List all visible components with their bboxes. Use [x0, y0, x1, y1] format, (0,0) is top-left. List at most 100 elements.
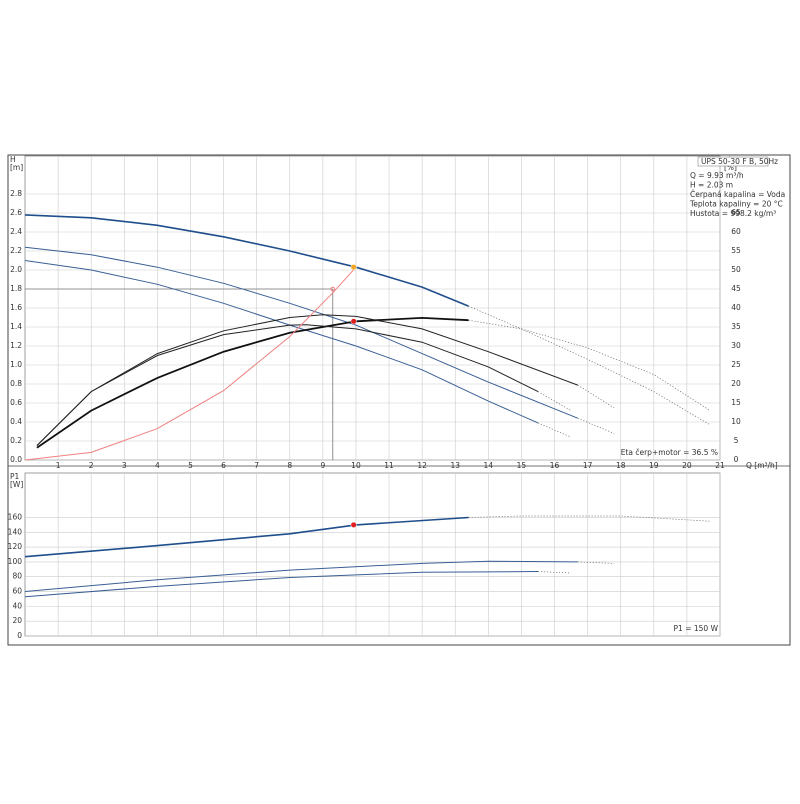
curve — [24, 260, 539, 424]
x-axis-label: Q [m³/h] — [746, 461, 778, 470]
y-tick-label: 2.4 — [10, 227, 22, 236]
note: Eta čerp+motor = 36.5 % — [621, 448, 718, 457]
curve — [468, 319, 711, 411]
y2-tick-label: 65 — [731, 208, 741, 217]
y2-tick-label: 30 — [731, 341, 741, 350]
guide-point — [330, 286, 336, 292]
y-tick-label: 2.8 — [10, 189, 22, 198]
info-text: Hustota = 998.2 kg/m³ — [690, 209, 776, 218]
curve — [24, 560, 578, 592]
y2-tick-label: 45 — [731, 284, 741, 293]
curve — [24, 214, 469, 307]
y-tick-label: 2.0 — [10, 265, 22, 274]
curve — [24, 516, 469, 558]
frame — [7, 154, 791, 646]
curve — [36, 316, 469, 449]
curve — [24, 571, 539, 598]
x-tick-label: 15 — [517, 461, 527, 470]
y-tick-label: 40 — [12, 601, 22, 610]
y-tick-label: 60 — [12, 587, 22, 596]
curve — [537, 571, 572, 574]
x-tick-label: 5 — [188, 461, 193, 470]
y-tick-label: 1.4 — [10, 322, 22, 331]
y-tick-label: 1.6 — [10, 303, 22, 312]
info-text: Čerpaná kapalina = Voda — [690, 190, 785, 199]
operating-point — [350, 521, 357, 528]
y2-tick-label: 35 — [731, 322, 741, 331]
curve — [577, 561, 615, 564]
x-tick-label: 19 — [649, 461, 659, 470]
curve — [24, 266, 357, 461]
y-tick-label: 0.8 — [10, 379, 22, 388]
x-tick-label: 2 — [89, 461, 94, 470]
x-tick-label: 7 — [254, 461, 259, 470]
y-tick-label: 2.6 — [10, 208, 22, 217]
y-axis-label: H — [10, 155, 16, 164]
y-axis-label: [W] — [10, 480, 23, 489]
y2-tick-label: 15 — [731, 398, 741, 407]
y-tick-label: 1.0 — [10, 360, 22, 369]
curve — [577, 384, 615, 409]
x-tick-label: 21 — [715, 461, 725, 470]
y-axis-label: P1 — [10, 472, 20, 481]
operating-point — [350, 264, 357, 271]
x-tick-label: 17 — [583, 461, 593, 470]
y2-tick-label: 25 — [731, 360, 741, 369]
info-text: Q = 9.93 m³/h — [690, 171, 744, 180]
y-tick-label: 2.2 — [10, 246, 22, 255]
x-tick-label: 20 — [682, 461, 692, 470]
curve — [24, 246, 578, 419]
y2-tick-label: 55 — [731, 246, 741, 255]
x-tick-label: 16 — [550, 461, 560, 470]
x-tick-label: 3 — [122, 461, 127, 470]
y-tick-label: 20 — [12, 616, 22, 625]
curve — [468, 305, 711, 426]
y-tick-label: 1.2 — [10, 341, 22, 350]
y2-tick-label: 10 — [731, 417, 741, 426]
y-tick-label: 140 — [8, 527, 23, 536]
y-tick-label: 0.6 — [10, 398, 22, 407]
curve — [537, 391, 572, 411]
y-tick-label: 1.8 — [10, 284, 22, 293]
x-tick-label: 1 — [56, 461, 61, 470]
curve — [36, 314, 578, 446]
x-tick-label: 12 — [417, 461, 427, 470]
y2-tick-label: 5 — [734, 436, 739, 445]
y-tick-label: 120 — [8, 542, 23, 551]
x-tick-label: 18 — [616, 461, 626, 470]
info-text: UPS 50-30 F B, 50Hz — [701, 157, 778, 166]
info-text: H = 2.03 m — [690, 181, 733, 190]
y2-tick-label: 0 — [734, 455, 739, 464]
y-tick-label: 0 — [17, 631, 22, 640]
plot-area — [24, 472, 721, 637]
x-tick-label: 8 — [287, 461, 292, 470]
x-tick-label: 4 — [155, 461, 160, 470]
y2-tick-label: 20 — [731, 379, 741, 388]
note: P1 = 150 W — [674, 624, 719, 633]
x-tick-label: 11 — [384, 461, 394, 470]
x-tick-label: 6 — [221, 461, 226, 470]
y2-tick-label: 40 — [731, 303, 741, 312]
x-tick-label: 9 — [320, 461, 325, 470]
y-tick-label: 0.0 — [10, 455, 22, 464]
y2-tick-label: 50 — [731, 265, 741, 274]
x-tick-label: 14 — [484, 461, 494, 470]
info-box-title — [697, 156, 769, 167]
x-tick-label: 10 — [351, 461, 361, 470]
y2-tick-label: 60 — [731, 227, 741, 236]
y2-axis-label: [%] — [724, 163, 737, 172]
curve — [468, 515, 711, 522]
x-tick-label: 13 — [450, 461, 460, 470]
curve — [577, 417, 615, 434]
curve — [537, 422, 572, 438]
y-tick-label: 100 — [8, 557, 23, 566]
y-tick-label: 80 — [12, 572, 22, 581]
curve — [36, 324, 539, 446]
y-axis-label: [m] — [10, 163, 23, 172]
y-tick-label: 0.2 — [10, 436, 22, 445]
y-tick-label: 0.4 — [10, 417, 22, 426]
info-text: Teplota kapaliny = 20 °C — [689, 200, 783, 209]
operating-point — [350, 318, 357, 325]
